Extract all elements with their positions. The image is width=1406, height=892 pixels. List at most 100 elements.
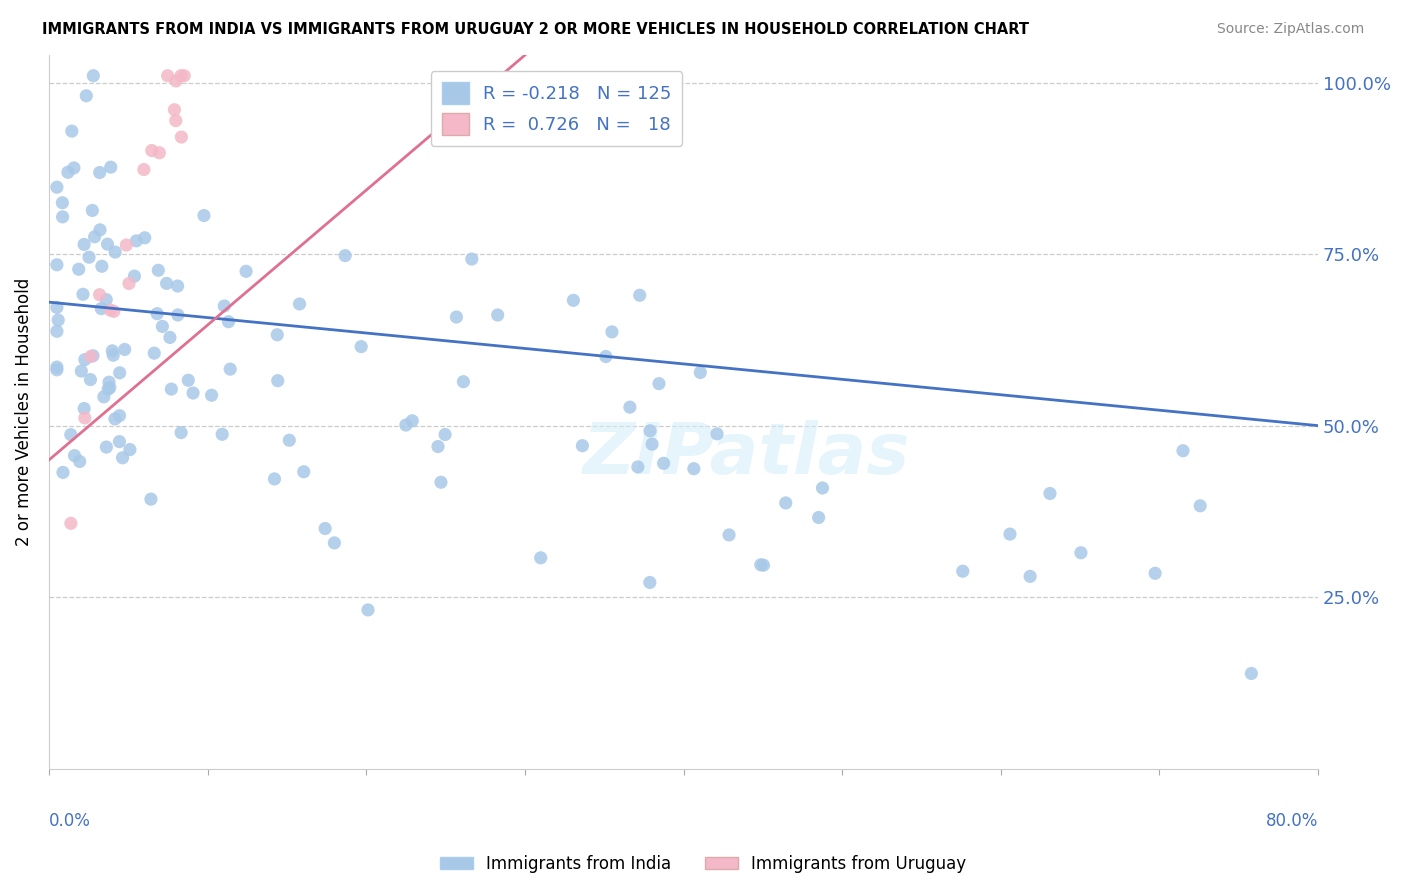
Point xyxy=(434,427,457,442)
Point xyxy=(90,259,112,273)
Point xyxy=(111,450,134,465)
Point xyxy=(148,145,170,160)
Text: Source: ZipAtlas.com: Source: ZipAtlas.com xyxy=(1216,22,1364,37)
Text: 0.0%: 0.0% xyxy=(49,812,91,830)
Point xyxy=(89,165,111,179)
Point xyxy=(170,425,193,440)
Point xyxy=(82,349,104,363)
Point xyxy=(595,350,617,364)
Point xyxy=(571,439,593,453)
Point xyxy=(619,400,641,414)
Point xyxy=(689,366,711,380)
Point xyxy=(1070,546,1092,560)
Point xyxy=(75,88,97,103)
Point xyxy=(45,363,67,377)
Point xyxy=(155,277,177,291)
Point xyxy=(1019,569,1042,583)
Point xyxy=(69,454,91,468)
Point xyxy=(530,550,553,565)
Legend: Immigrants from India, Immigrants from Uruguay: Immigrants from India, Immigrants from U… xyxy=(433,848,973,880)
Text: 80.0%: 80.0% xyxy=(1265,812,1319,830)
Point xyxy=(93,390,115,404)
Point xyxy=(73,411,96,425)
Y-axis label: 2 or more Vehicles in Household: 2 or more Vehicles in Household xyxy=(15,277,32,546)
Point xyxy=(79,373,101,387)
Point xyxy=(211,427,233,442)
Point xyxy=(115,238,138,252)
Point xyxy=(627,459,650,474)
Point xyxy=(1039,486,1062,500)
Point xyxy=(73,401,96,416)
Point xyxy=(706,426,728,441)
Point xyxy=(104,245,127,260)
Point xyxy=(173,69,195,83)
Point xyxy=(430,475,453,490)
Point xyxy=(167,308,190,322)
Point xyxy=(146,307,169,321)
Point xyxy=(486,308,509,322)
Point xyxy=(427,440,450,454)
Point xyxy=(45,301,67,315)
Point xyxy=(63,449,86,463)
Point xyxy=(108,434,131,449)
Text: IMMIGRANTS FROM INDIA VS IMMIGRANTS FROM URUGUAY 2 OR MORE VEHICLES IN HOUSEHOLD: IMMIGRANTS FROM INDIA VS IMMIGRANTS FROM… xyxy=(42,22,1029,37)
Point xyxy=(52,466,75,480)
Point xyxy=(648,376,671,391)
Point xyxy=(638,575,661,590)
Point xyxy=(323,536,346,550)
Point xyxy=(628,288,651,302)
Point xyxy=(267,374,290,388)
Point xyxy=(96,440,118,454)
Point xyxy=(562,293,585,308)
Point xyxy=(952,564,974,578)
Point xyxy=(350,340,373,354)
Point xyxy=(263,472,285,486)
Point xyxy=(118,277,141,291)
Point xyxy=(82,203,104,218)
Point xyxy=(139,492,162,507)
Point xyxy=(181,386,204,401)
Point xyxy=(89,287,111,301)
Point xyxy=(638,424,661,438)
Point xyxy=(807,510,830,524)
Point xyxy=(134,231,156,245)
Point xyxy=(357,603,380,617)
Point xyxy=(98,375,121,389)
Point xyxy=(200,388,222,402)
Point xyxy=(446,310,468,324)
Point xyxy=(89,223,111,237)
Point xyxy=(752,558,775,573)
Point xyxy=(165,74,187,88)
Point xyxy=(51,195,73,210)
Point xyxy=(214,299,236,313)
Point xyxy=(652,456,675,470)
Point xyxy=(170,69,193,83)
Point xyxy=(45,324,67,338)
Point xyxy=(96,293,118,307)
Point xyxy=(132,162,155,177)
Point xyxy=(60,124,83,138)
Point xyxy=(1189,499,1212,513)
Point xyxy=(114,343,136,357)
Point xyxy=(166,279,188,293)
Point xyxy=(104,412,127,426)
Point xyxy=(103,304,125,318)
Point xyxy=(52,210,75,224)
Point xyxy=(97,382,120,396)
Point xyxy=(1240,666,1263,681)
Point xyxy=(98,381,121,395)
Point xyxy=(682,461,704,475)
Point xyxy=(395,418,418,433)
Point xyxy=(77,250,100,264)
Point xyxy=(266,327,288,342)
Point xyxy=(775,496,797,510)
Point xyxy=(103,348,125,362)
Point xyxy=(170,130,193,145)
Point xyxy=(156,69,179,83)
Point xyxy=(73,352,96,367)
Point xyxy=(45,360,67,375)
Point xyxy=(718,528,741,542)
Point xyxy=(100,160,122,174)
Point xyxy=(143,346,166,360)
Point xyxy=(98,303,121,318)
